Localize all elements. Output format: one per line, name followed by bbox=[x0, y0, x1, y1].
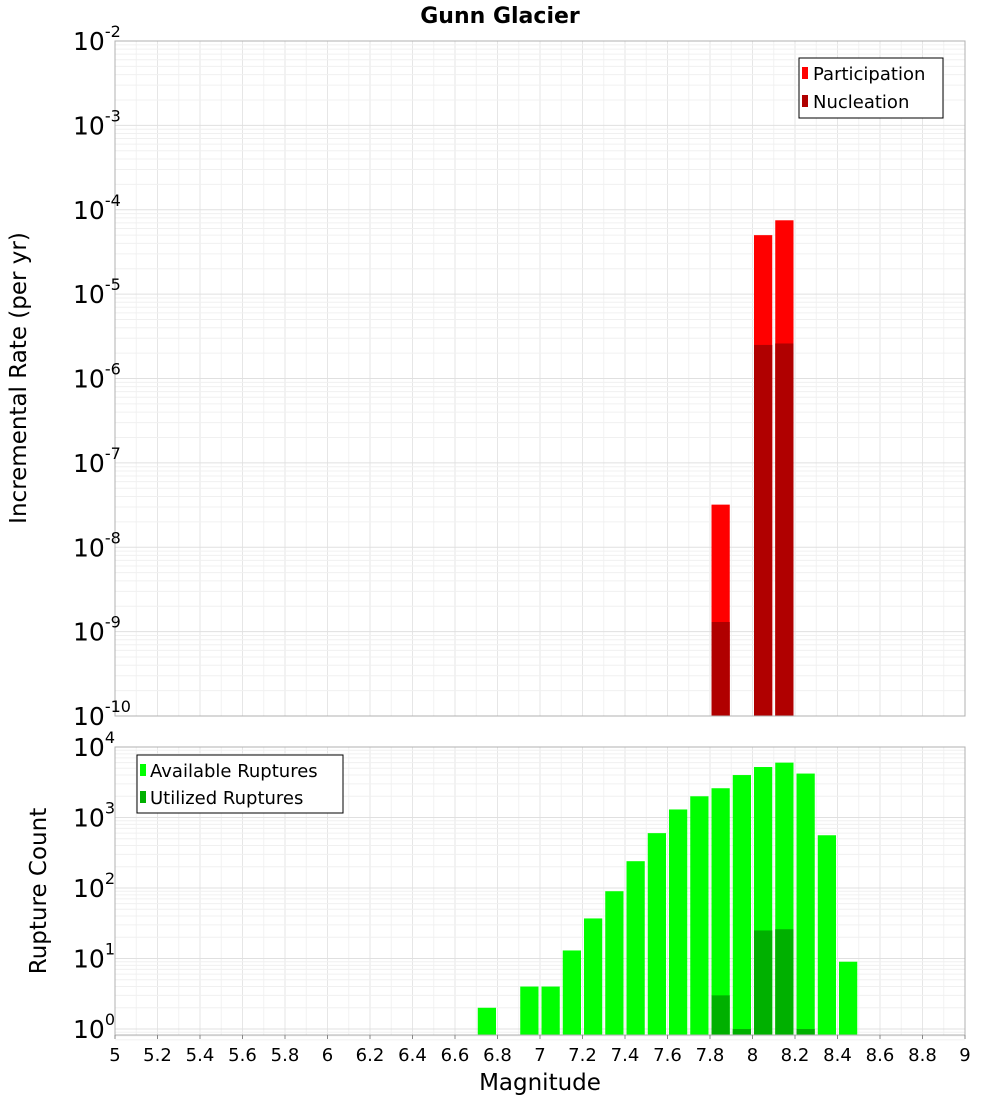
bottom-bars bbox=[477, 762, 858, 1035]
bottom-legend: Available Ruptures Utilized Ruptures bbox=[136, 754, 344, 814]
bottom-bar-utilized-ruptures bbox=[732, 1029, 751, 1035]
x-tick-label: 5.6 bbox=[228, 1045, 257, 1066]
x-tick-label: 8.4 bbox=[823, 1045, 852, 1066]
top-grid bbox=[114, 41, 966, 717]
legend-swatch-utilized bbox=[140, 791, 146, 803]
bottom-bar-available-ruptures bbox=[711, 788, 730, 1035]
bottom-bar-available-ruptures bbox=[732, 775, 751, 1035]
legend-label-utilized: Utilized Ruptures bbox=[150, 788, 303, 809]
top-legend-box bbox=[798, 57, 944, 119]
x-tick-label: 7.2 bbox=[568, 1045, 597, 1066]
bottom-bar-available-ruptures bbox=[796, 773, 815, 1035]
top-y-tick-label: 10-6 bbox=[73, 360, 121, 394]
x-tick-label: 7.8 bbox=[696, 1045, 725, 1066]
bottom-bar-available-ruptures bbox=[541, 986, 560, 1035]
bottom-y-tick-label: 100 bbox=[73, 1010, 115, 1044]
x-tick-label: 7.4 bbox=[611, 1045, 640, 1066]
x-tick-label: 5 bbox=[109, 1045, 120, 1066]
x-tick-label: 8.8 bbox=[908, 1045, 937, 1066]
bottom-bar-available-ruptures bbox=[477, 1007, 496, 1035]
x-tick-label: 6.2 bbox=[356, 1045, 385, 1066]
bottom-bar-available-ruptures bbox=[669, 809, 688, 1035]
top-bar-nucleation bbox=[711, 622, 730, 716]
bottom-bar-available-ruptures bbox=[626, 861, 645, 1035]
top-bars bbox=[711, 220, 794, 717]
x-tick-label: 6.8 bbox=[483, 1045, 512, 1066]
legend-swatch-nucleation bbox=[802, 95, 808, 107]
bottom-bar-available-ruptures bbox=[562, 950, 581, 1035]
bottom-y-tick-label: 104 bbox=[73, 728, 115, 762]
bottom-bar-available-ruptures bbox=[817, 835, 836, 1035]
top-y-tick-label: 10-2 bbox=[73, 22, 121, 56]
bottom-bar-utilized-ruptures bbox=[711, 995, 730, 1035]
bottom-bar-available-ruptures bbox=[584, 918, 603, 1035]
x-tick-label: 9 bbox=[959, 1045, 970, 1066]
top-y-ticks: 10-10 10-9 10-8 10-7 10-6 10-5 10-4 10-3 10-2 bbox=[73, 22, 131, 731]
top-y-tick-label: 10-7 bbox=[73, 444, 121, 478]
top-y-tick-label: 10-9 bbox=[73, 613, 121, 647]
bottom-bar-available-ruptures bbox=[690, 796, 709, 1035]
bottom-bar-utilized-ruptures bbox=[754, 930, 773, 1035]
bottom-y-ticks: 100 101 102 103 104 bbox=[73, 728, 115, 1044]
bottom-bar-available-ruptures bbox=[520, 986, 539, 1035]
top-plot-border bbox=[114, 40, 966, 717]
x-tick-label: 8.6 bbox=[866, 1045, 895, 1066]
bottom-bar-available-ruptures bbox=[647, 833, 666, 1035]
x-tick-label: 7 bbox=[534, 1045, 545, 1066]
x-tick-label: 5.2 bbox=[143, 1045, 172, 1066]
bottom-legend-box bbox=[136, 754, 344, 814]
bottom-y-tick-label: 103 bbox=[73, 799, 115, 833]
x-axis-title: Magnitude bbox=[479, 1070, 601, 1096]
bottom-bar-available-ruptures bbox=[605, 891, 624, 1035]
legend-swatch-participation bbox=[802, 67, 808, 79]
bottom-y-axis-title: Rupture Count bbox=[26, 808, 52, 974]
chart-title: Gunn Glacier bbox=[420, 4, 580, 29]
top-y-tick-label: 10-5 bbox=[73, 275, 121, 309]
bottom-y-tick-label: 101 bbox=[73, 940, 115, 974]
bottom-bar-utilized-ruptures bbox=[796, 1029, 815, 1035]
x-tick-label: 5.4 bbox=[186, 1045, 215, 1066]
bottom-panel: 100 101 102 103 104 5 5.2 5.4 5.6 5.8 6 6.2 6.4 6.6 6… bbox=[26, 728, 971, 1096]
top-legend: Participation Nucleation bbox=[798, 57, 944, 119]
bottom-x-ticks: 5 5.2 5.4 5.6 5.8 6 6.2 6.4 6.6 6.8 7 7.2 7.4 7.6 7.8 8… bbox=[109, 1035, 971, 1066]
top-y-tick-label: 10-3 bbox=[73, 106, 121, 140]
legend-label-nucleation: Nucleation bbox=[813, 92, 909, 113]
top-y-tick-label: 10-10 bbox=[73, 697, 131, 731]
top-panel: 10-10 10-9 10-8 10-7 10-6 10-5 10-4 10-3 10-2 In… bbox=[6, 22, 966, 731]
legend-swatch-available bbox=[140, 764, 146, 776]
bottom-bar-utilized-ruptures bbox=[775, 929, 794, 1035]
x-tick-label: 8.2 bbox=[781, 1045, 810, 1066]
top-bar-nucleation bbox=[775, 343, 794, 716]
bottom-y-tick-label: 102 bbox=[73, 869, 115, 903]
top-y-tick-label: 10-8 bbox=[73, 528, 121, 562]
x-tick-label: 5.8 bbox=[271, 1045, 300, 1066]
top-bar-nucleation bbox=[754, 344, 773, 716]
x-tick-label: 8 bbox=[747, 1045, 758, 1066]
legend-label-available: Available Ruptures bbox=[150, 761, 318, 782]
legend-label-participation: Participation bbox=[813, 64, 925, 85]
bottom-bar-available-ruptures bbox=[839, 961, 858, 1035]
x-tick-label: 7.6 bbox=[653, 1045, 682, 1066]
x-tick-label: 6.6 bbox=[441, 1045, 470, 1066]
top-y-axis-title: Incremental Rate (per yr) bbox=[6, 232, 32, 524]
top-y-tick-label: 10-4 bbox=[73, 191, 121, 225]
x-tick-label: 6 bbox=[322, 1045, 333, 1066]
x-tick-label: 6.4 bbox=[398, 1045, 427, 1066]
